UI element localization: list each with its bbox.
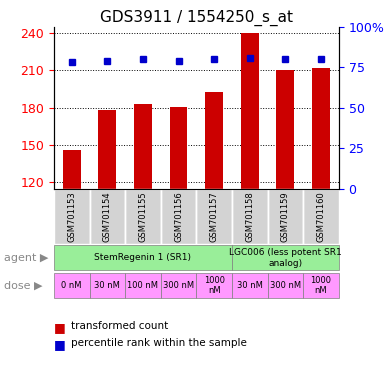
Text: transformed count: transformed count: [71, 321, 169, 331]
Bar: [312, 68, 330, 189]
Text: 1000
nM: 1000 nM: [310, 276, 331, 295]
FancyBboxPatch shape: [161, 273, 196, 298]
FancyBboxPatch shape: [161, 189, 196, 244]
Text: StemRegenin 1 (SR1): StemRegenin 1 (SR1): [94, 253, 191, 262]
Text: dose ▶: dose ▶: [4, 281, 42, 291]
FancyBboxPatch shape: [303, 273, 339, 298]
FancyBboxPatch shape: [268, 189, 303, 244]
Text: 300 nM: 300 nM: [270, 281, 301, 290]
Bar: [241, 33, 259, 189]
Text: GSM701153: GSM701153: [67, 191, 76, 242]
FancyBboxPatch shape: [268, 273, 303, 298]
Bar: [63, 150, 80, 189]
Text: ■: ■: [54, 338, 66, 351]
Text: GSM701156: GSM701156: [174, 191, 183, 242]
Text: percentile rank within the sample: percentile rank within the sample: [71, 338, 247, 348]
FancyBboxPatch shape: [54, 189, 90, 244]
FancyBboxPatch shape: [232, 273, 268, 298]
FancyBboxPatch shape: [90, 189, 125, 244]
Text: GSM701160: GSM701160: [316, 191, 325, 242]
Text: agent ▶: agent ▶: [4, 253, 48, 263]
Bar: [134, 104, 152, 189]
Text: GSM701159: GSM701159: [281, 191, 290, 242]
Bar: [99, 110, 116, 189]
FancyBboxPatch shape: [54, 273, 90, 298]
Text: 30 nM: 30 nM: [94, 281, 120, 290]
Text: GSM701157: GSM701157: [210, 191, 219, 242]
Text: GSM701155: GSM701155: [139, 191, 147, 242]
Text: GSM701158: GSM701158: [245, 191, 254, 242]
Bar: [276, 70, 294, 189]
Text: 0 nM: 0 nM: [62, 281, 82, 290]
FancyBboxPatch shape: [90, 273, 125, 298]
Text: 300 nM: 300 nM: [163, 281, 194, 290]
Bar: [170, 106, 187, 189]
Text: 30 nM: 30 nM: [237, 281, 263, 290]
FancyBboxPatch shape: [196, 273, 232, 298]
FancyBboxPatch shape: [125, 273, 161, 298]
Text: ■: ■: [54, 321, 66, 334]
FancyBboxPatch shape: [125, 189, 161, 244]
Text: LGC006 (less potent SR1
analog): LGC006 (less potent SR1 analog): [229, 248, 342, 268]
Text: GSM701154: GSM701154: [103, 191, 112, 242]
FancyBboxPatch shape: [232, 245, 339, 270]
FancyBboxPatch shape: [54, 245, 232, 270]
FancyBboxPatch shape: [232, 189, 268, 244]
Text: 1000
nM: 1000 nM: [204, 276, 225, 295]
FancyBboxPatch shape: [303, 189, 339, 244]
Text: 100 nM: 100 nM: [127, 281, 159, 290]
Title: GDS3911 / 1554250_s_at: GDS3911 / 1554250_s_at: [100, 9, 293, 25]
Bar: [205, 91, 223, 189]
FancyBboxPatch shape: [196, 189, 232, 244]
